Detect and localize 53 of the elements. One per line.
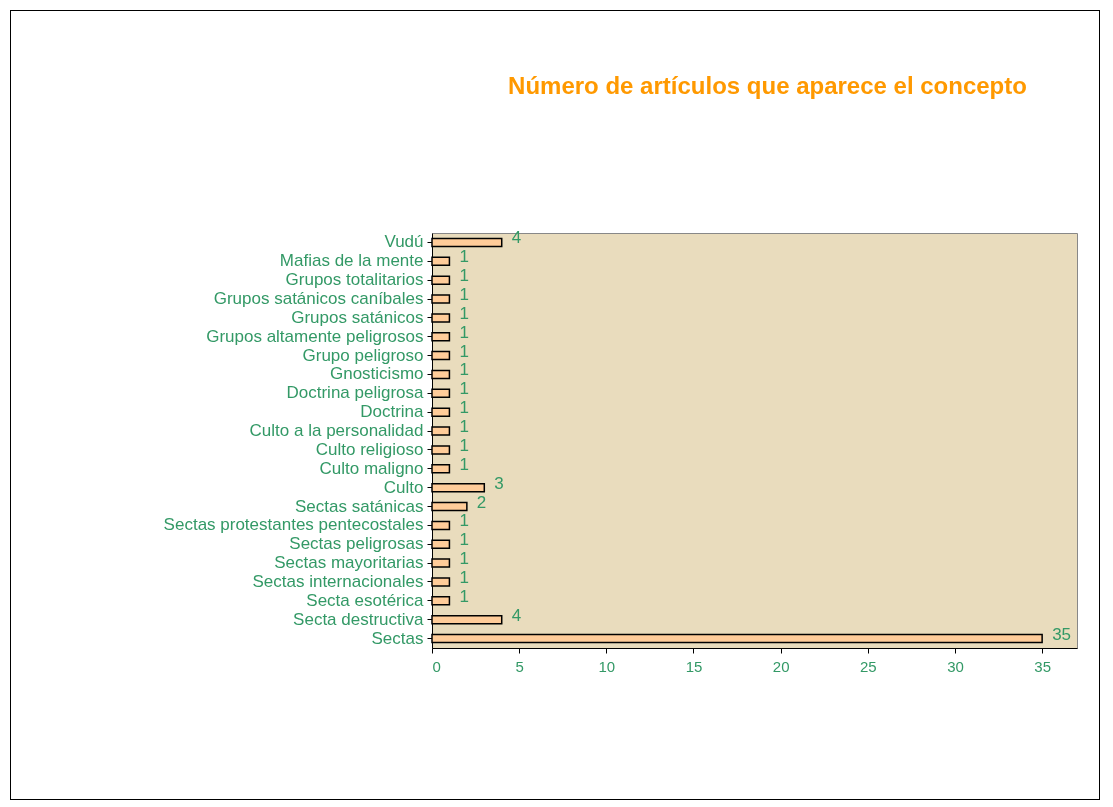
y-tick-label: Secta esotérica [306, 590, 425, 610]
data-label: 1 [459, 454, 469, 474]
x-tick-label: 10 [598, 657, 616, 675]
data-label: 3 [494, 473, 504, 493]
y-tick-label: Vudú [384, 232, 424, 252]
data-label: 1 [459, 341, 469, 361]
y-tick-label: Sectas [371, 628, 424, 648]
data-label: 4 [511, 605, 522, 625]
data-label: 1 [459, 398, 469, 418]
data-label: 1 [459, 549, 469, 569]
data-label: 4 [511, 228, 522, 248]
x-tick-label: 15 [685, 657, 703, 675]
data-label: 1 [459, 266, 469, 286]
data-label: 1 [459, 303, 469, 323]
x-tick-label: 25 [859, 657, 877, 675]
data-label: 1 [459, 435, 469, 455]
data-label: 1 [459, 247, 469, 267]
data-label: 1 [459, 360, 469, 380]
data-label: 1 [459, 379, 469, 399]
data-label: 1 [459, 530, 469, 550]
y-tick-label: Grupo peligroso [302, 345, 424, 365]
data-label: 1 [459, 511, 469, 531]
data-label: 2 [476, 492, 487, 512]
y-tick-label: Culto maligno [319, 458, 424, 478]
y-tick-label: Grupos satánicos [291, 307, 424, 327]
y-tick-label: Sectas internacionales [252, 571, 424, 591]
data-label: 35 [1052, 624, 1072, 644]
data-label: 1 [459, 567, 469, 587]
x-tick-label: 20 [772, 657, 790, 675]
y-tick-label: Sectas satánicas [294, 496, 424, 516]
data-label: 1 [459, 322, 469, 342]
y-tick-label: Doctrina peligrosa [286, 383, 425, 403]
y-tick-label: Secta destructiva [293, 609, 425, 629]
y-tick-label: Sectas mayoritarias [274, 553, 424, 573]
y-tick-label: Doctrina [360, 402, 425, 422]
x-tick-label: 5 [515, 657, 524, 675]
y-tick-label: Culto religioso [315, 439, 424, 459]
y-tick-label: Mafias de la mente [279, 251, 424, 271]
chart-title: Número de artículos que aparece el concepto [508, 72, 1027, 100]
data-label: 1 [459, 285, 469, 305]
y-tick-label: Culto a la personalidad [249, 421, 424, 441]
y-tick-label: Grupos totalitarios [285, 270, 424, 290]
data-label: 1 [459, 417, 469, 437]
data-label: 1 [459, 586, 469, 606]
x-tick-label: 30 [947, 657, 964, 675]
y-tick-label: Grupos altamente peligrosos [206, 326, 424, 346]
y-tick-label: Sectas protestantes pentecostales [163, 515, 424, 535]
x-tick-label: 35 [1034, 657, 1051, 675]
x-tick-label: 0 [432, 657, 441, 675]
y-tick-label: Grupos satánicos caníbales [213, 289, 424, 309]
y-tick-label: Culto [383, 477, 424, 497]
y-tick-label: Sectas peligrosas [289, 534, 424, 554]
y-tick-label: Gnosticismo [329, 364, 424, 384]
